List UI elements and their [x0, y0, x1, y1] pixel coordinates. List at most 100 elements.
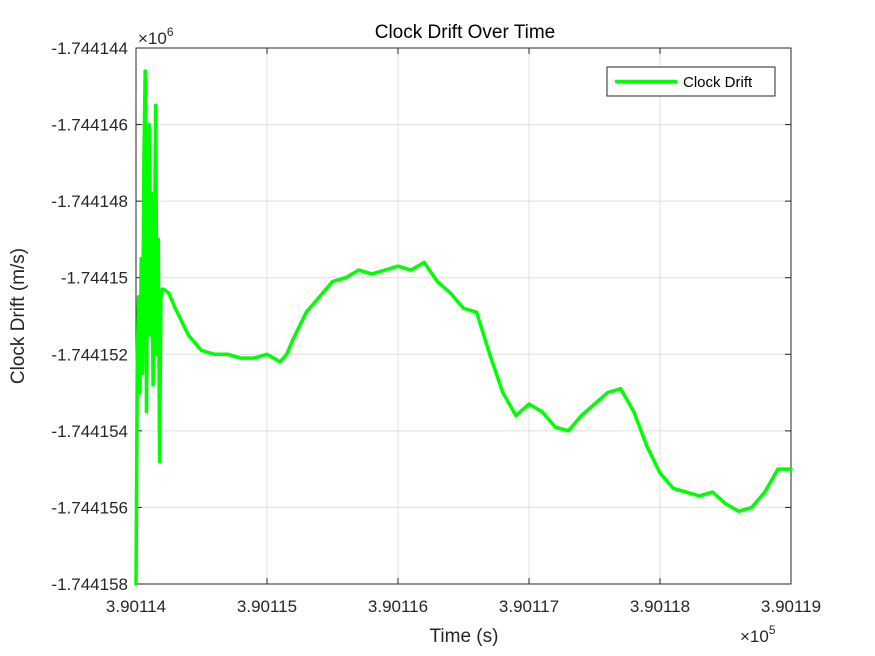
- data-point: [763, 490, 767, 494]
- data-point: [140, 371, 145, 376]
- data-point: [213, 352, 217, 356]
- y-tick-label: -1.744152: [51, 345, 128, 364]
- data-point: [357, 268, 361, 272]
- x-exponent-power: 5: [769, 623, 776, 637]
- legend-label: Clock Drift: [683, 74, 753, 91]
- data-point: [304, 310, 308, 314]
- data-point: [159, 295, 163, 299]
- data-point: [396, 264, 400, 268]
- data-point: [226, 352, 230, 356]
- data-point: [697, 494, 701, 498]
- data-point: [579, 413, 584, 418]
- x-tick-label: 3.90116: [368, 597, 428, 616]
- axis-ticks: [135, 47, 792, 585]
- data-point: [488, 352, 492, 356]
- data-point: [148, 333, 153, 337]
- y-tick-label: -1.744144: [51, 39, 128, 58]
- data-point: [606, 390, 610, 395]
- data-point: [135, 352, 139, 356]
- data-point: [142, 161, 146, 165]
- data-point: [317, 295, 321, 299]
- data-point: [789, 467, 793, 471]
- data-point: [151, 383, 155, 387]
- data-point: [137, 295, 141, 299]
- data-point: [154, 103, 158, 108]
- data-point: [144, 410, 149, 414]
- data-point: [139, 256, 143, 261]
- data-point: [632, 410, 636, 414]
- data-point: [750, 505, 754, 510]
- data-point: [239, 356, 243, 360]
- data-point: [330, 279, 335, 284]
- data-point: [370, 272, 374, 276]
- data-point: [723, 502, 728, 506]
- data-point: [435, 279, 439, 284]
- data-point: [501, 390, 505, 395]
- y-exponent-power: 6: [167, 25, 174, 39]
- data-point: [475, 310, 479, 314]
- data-point: [671, 486, 675, 490]
- plot-area-background: [136, 48, 791, 584]
- series-line-clock-drift: [134, 69, 793, 586]
- y-tick-label: -1.744154: [51, 422, 128, 441]
- y-axis-label: Clock Drift (m/s): [8, 248, 29, 384]
- data-point: [645, 444, 649, 448]
- data-point: [383, 268, 387, 272]
- data-point: [553, 425, 557, 429]
- x-axis-label: Time (s): [430, 626, 499, 647]
- data-point: [737, 509, 741, 513]
- x-axis-exponent: ×105: [740, 623, 776, 646]
- data-point: [186, 333, 190, 337]
- x-tick-label: 3.90119: [761, 597, 821, 616]
- data-point: [147, 122, 151, 127]
- data-point: [409, 268, 413, 272]
- data-point: [527, 402, 531, 406]
- data-point: [285, 352, 289, 356]
- data-point: [278, 360, 282, 364]
- y-tick-label: -1.744156: [51, 498, 128, 517]
- y-exponent-base: ×10: [138, 29, 167, 48]
- y-tick-label: -1.744158: [51, 575, 128, 594]
- x-tick-labels: 3.90114 3.90115 3.90116 3.90117 3.90118 3.901…: [106, 597, 821, 616]
- data-point: [161, 287, 166, 291]
- chart-title: Clock Drift Over Time: [375, 22, 556, 43]
- x-exponent-base: ×10: [740, 627, 769, 646]
- data-point: [461, 306, 466, 310]
- data-point: [265, 352, 269, 356]
- y-tick-label: -1.74415: [61, 269, 128, 288]
- y-tick-label: -1.744148: [51, 192, 128, 211]
- data-point: [199, 348, 204, 353]
- data-point: [156, 237, 160, 242]
- data-point: [134, 582, 138, 586]
- y-tick-label: -1.744146: [51, 116, 128, 135]
- y-axis-exponent: ×106: [138, 25, 174, 48]
- data-point: [146, 218, 150, 222]
- series-group: [134, 69, 793, 586]
- data-point: [150, 191, 154, 196]
- x-tick-label: 3.90114: [106, 597, 166, 616]
- data-point: [514, 413, 518, 418]
- data-point: [173, 306, 177, 310]
- x-tick-label: 3.90117: [499, 597, 559, 616]
- data-point: [684, 490, 688, 494]
- data-point: [566, 429, 570, 433]
- data-point: [138, 390, 142, 395]
- data-point: [152, 276, 156, 280]
- data-point: [448, 291, 452, 295]
- data-point: [157, 459, 162, 464]
- data-point: [155, 352, 159, 356]
- data-point: [710, 490, 715, 494]
- data-point: [658, 471, 662, 475]
- data-point: [252, 356, 256, 360]
- data-point: [167, 291, 171, 295]
- data-point: [422, 260, 426, 264]
- x-tick-label: 3.90115: [237, 597, 297, 616]
- data-point: [540, 410, 544, 414]
- y-tick-labels: -1.744158 -1.744156 -1.744154 -1.744152 -1.7…: [51, 39, 128, 594]
- x-tick-label: 3.90118: [630, 597, 690, 616]
- data-point: [619, 387, 623, 391]
- data-point: [776, 467, 780, 471]
- data-point: [592, 402, 597, 406]
- axes-box: [135, 47, 792, 585]
